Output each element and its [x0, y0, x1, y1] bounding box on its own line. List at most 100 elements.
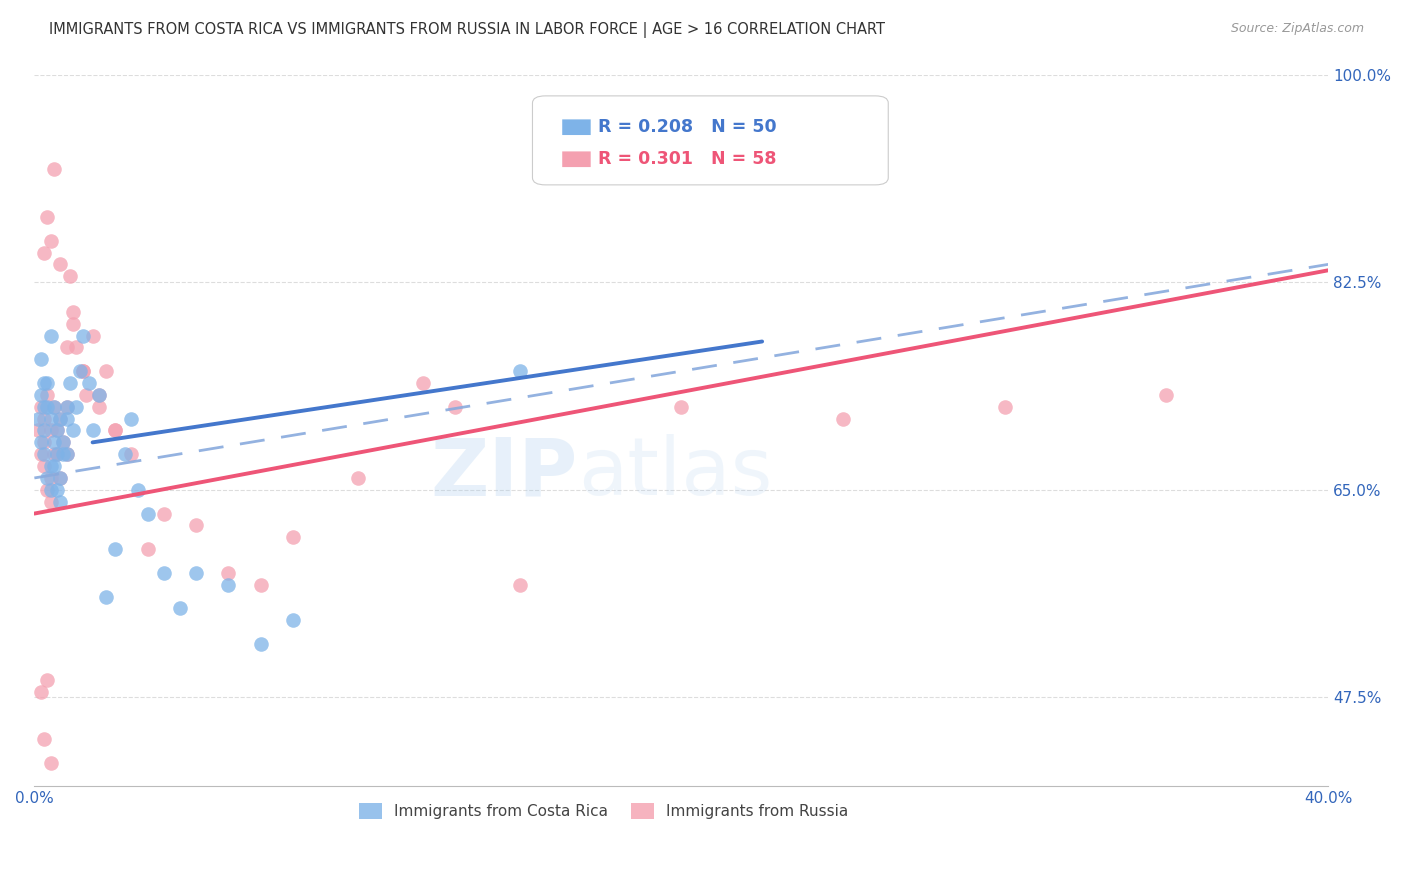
Point	[49, 411, 72, 425]
Point	[127, 483, 149, 497]
Point	[249, 637, 271, 651]
Point	[281, 530, 304, 544]
Text: R = 0.208   N = 50: R = 0.208 N = 50	[599, 119, 778, 136]
Point	[55, 400, 77, 414]
Point	[39, 483, 62, 497]
Point	[32, 435, 55, 450]
Point	[55, 447, 77, 461]
Point	[46, 447, 69, 461]
Point	[217, 566, 239, 580]
Point	[42, 459, 65, 474]
FancyBboxPatch shape	[562, 120, 591, 135]
Point	[30, 400, 52, 414]
Point	[104, 542, 127, 557]
Point	[79, 376, 101, 390]
Point	[184, 566, 207, 580]
Point	[30, 435, 52, 450]
Point	[671, 400, 693, 414]
Point	[27, 424, 49, 438]
Point	[120, 447, 142, 461]
Point	[832, 411, 855, 425]
Point	[37, 471, 59, 485]
Point	[37, 210, 59, 224]
Point	[52, 435, 75, 450]
Point	[94, 590, 117, 604]
Point	[39, 756, 62, 770]
Point	[37, 483, 59, 497]
Point	[39, 424, 62, 438]
Point	[82, 424, 104, 438]
Point	[72, 364, 94, 378]
Point	[94, 364, 117, 378]
Point	[346, 471, 368, 485]
Point	[136, 542, 159, 557]
Point	[444, 400, 467, 414]
Point	[72, 328, 94, 343]
Point	[62, 317, 84, 331]
Point	[46, 483, 69, 497]
Text: atlas: atlas	[578, 434, 772, 512]
Point	[32, 411, 55, 425]
Point	[46, 424, 69, 438]
Point	[42, 162, 65, 177]
Point	[32, 245, 55, 260]
Point	[55, 400, 77, 414]
Point	[42, 400, 65, 414]
Point	[52, 435, 75, 450]
Point	[46, 447, 69, 461]
FancyBboxPatch shape	[562, 152, 591, 167]
Point	[37, 673, 59, 687]
Point	[104, 424, 127, 438]
Point	[281, 613, 304, 627]
Point	[62, 305, 84, 319]
Point	[120, 411, 142, 425]
Point	[39, 328, 62, 343]
Text: IMMIGRANTS FROM COSTA RICA VS IMMIGRANTS FROM RUSSIA IN LABOR FORCE | AGE > 16 C: IMMIGRANTS FROM COSTA RICA VS IMMIGRANTS…	[49, 22, 886, 38]
Point	[152, 507, 174, 521]
Legend: Immigrants from Costa Rica, Immigrants from Russia: Immigrants from Costa Rica, Immigrants f…	[353, 797, 855, 825]
Point	[169, 601, 191, 615]
Point	[46, 424, 69, 438]
Point	[32, 459, 55, 474]
Point	[42, 400, 65, 414]
Point	[39, 494, 62, 508]
Point	[42, 447, 65, 461]
Point	[994, 400, 1017, 414]
Point	[69, 364, 91, 378]
Point	[39, 234, 62, 248]
Point	[30, 352, 52, 367]
Point	[59, 269, 82, 284]
Point	[27, 411, 49, 425]
Point	[32, 376, 55, 390]
Point	[114, 447, 136, 461]
Point	[59, 376, 82, 390]
Point	[1156, 388, 1178, 402]
Point	[55, 411, 77, 425]
Point	[32, 447, 55, 461]
Point	[509, 364, 531, 378]
Point	[49, 471, 72, 485]
Point	[39, 411, 62, 425]
Point	[184, 518, 207, 533]
Point	[152, 566, 174, 580]
Point	[49, 471, 72, 485]
Point	[136, 507, 159, 521]
Text: Source: ZipAtlas.com: Source: ZipAtlas.com	[1230, 22, 1364, 36]
Point	[75, 388, 97, 402]
Point	[37, 400, 59, 414]
Point	[104, 424, 127, 438]
Point	[49, 494, 72, 508]
Point	[30, 388, 52, 402]
Point	[32, 400, 55, 414]
Point	[72, 364, 94, 378]
Point	[39, 459, 62, 474]
Point	[87, 400, 110, 414]
Text: R = 0.301   N = 58: R = 0.301 N = 58	[599, 150, 778, 169]
Point	[49, 411, 72, 425]
Point	[55, 341, 77, 355]
Point	[49, 257, 72, 271]
Point	[217, 578, 239, 592]
FancyBboxPatch shape	[533, 95, 889, 185]
Point	[30, 447, 52, 461]
Point	[87, 388, 110, 402]
